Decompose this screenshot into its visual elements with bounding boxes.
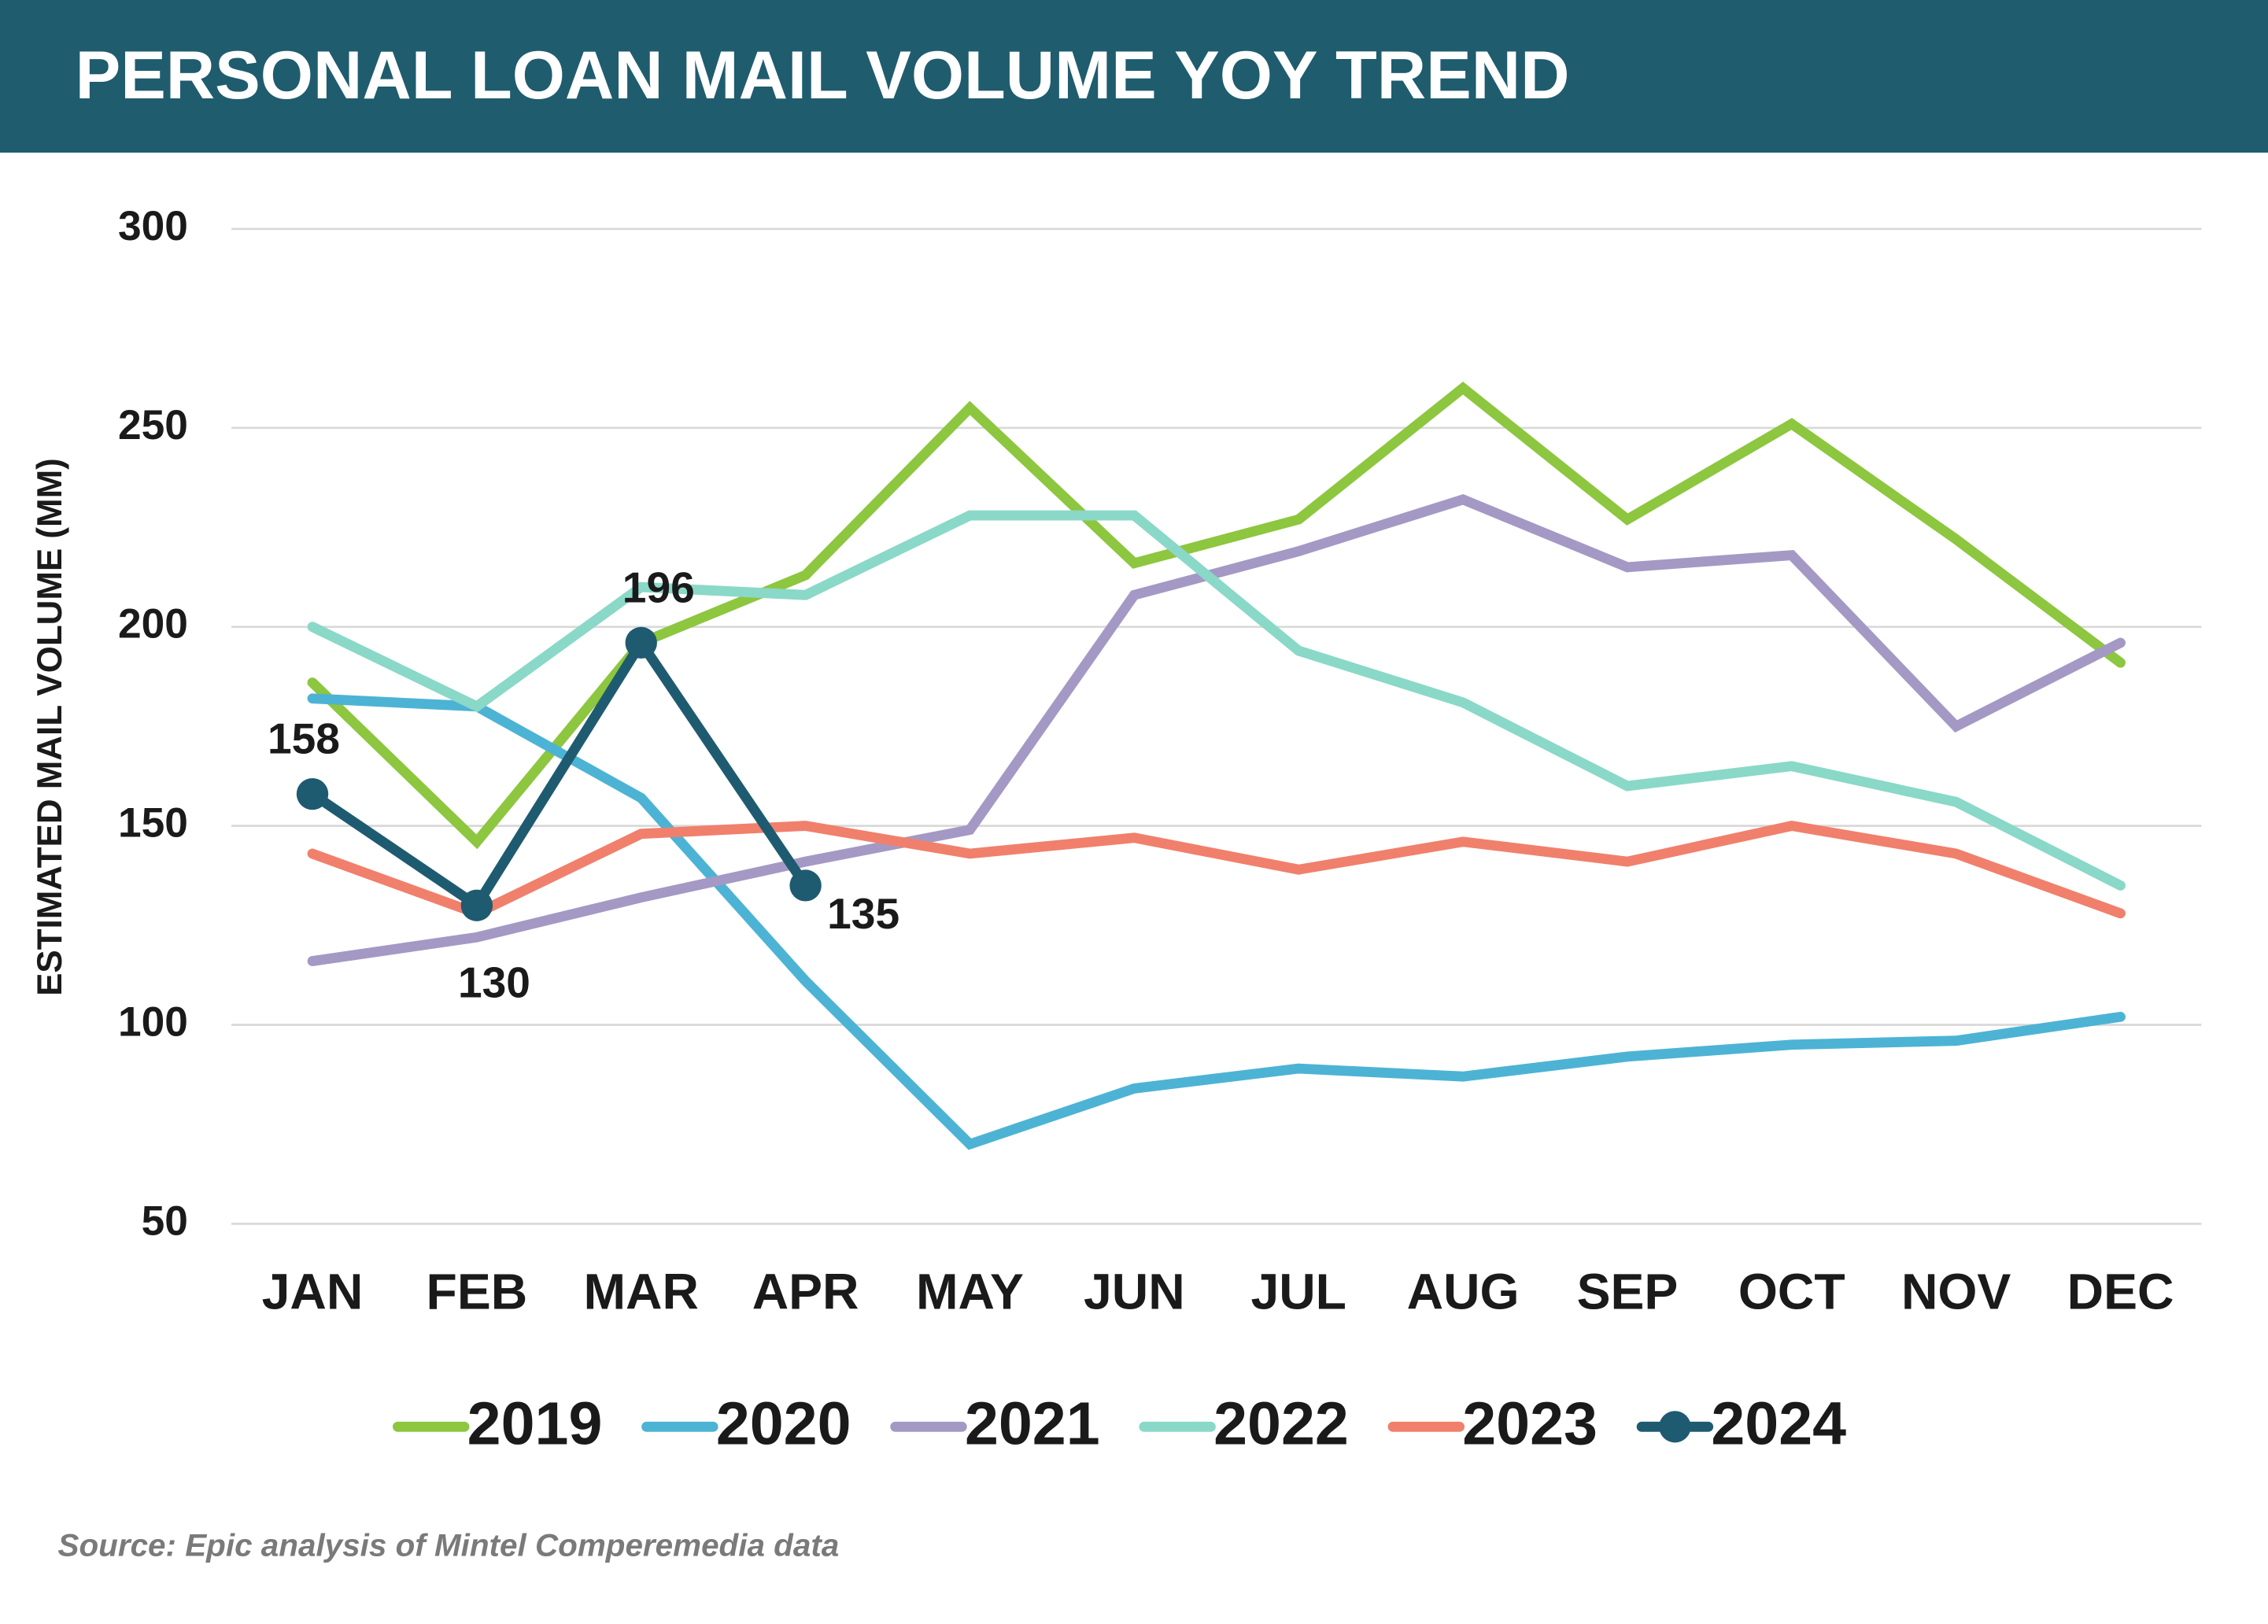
x-tick-label: MAR bbox=[583, 1264, 698, 1320]
legend-label: 2022 bbox=[1213, 1390, 1349, 1458]
data-label: 135 bbox=[827, 889, 899, 938]
x-tick-label: JUL bbox=[1250, 1264, 1346, 1320]
y-tick-label: 200 bbox=[118, 601, 188, 648]
legend-label: 2021 bbox=[965, 1390, 1100, 1458]
legend-marker bbox=[1659, 1411, 1691, 1443]
point-marker bbox=[625, 626, 657, 659]
legend-label: 2024 bbox=[1711, 1390, 1846, 1458]
series-line bbox=[307, 494, 2126, 966]
x-tick-label: DEC bbox=[2067, 1264, 2174, 1320]
title-band bbox=[0, 0, 2268, 153]
series-line bbox=[307, 633, 811, 913]
data-label: 158 bbox=[268, 714, 340, 763]
x-tick-label: MAY bbox=[916, 1264, 1024, 1320]
point-marker bbox=[789, 869, 822, 902]
y-axis-label: ESTIMATED MAIL VOLUME (MM) bbox=[31, 458, 69, 996]
x-tick-label: JUN bbox=[1084, 1264, 1185, 1320]
point-marker bbox=[296, 777, 329, 810]
x-tick-label: JAN bbox=[262, 1264, 364, 1320]
x-tick-label: NOV bbox=[1901, 1264, 2011, 1320]
source-note: Source: Epic analysis of Mintel Comperem… bbox=[58, 1527, 840, 1563]
y-tick-label: 300 bbox=[118, 203, 188, 249]
legend-label: 2020 bbox=[716, 1390, 851, 1458]
y-tick-label: 100 bbox=[118, 999, 188, 1046]
series-line bbox=[307, 821, 2126, 919]
x-tick-label: APR bbox=[752, 1264, 859, 1320]
legend-label: 2019 bbox=[467, 1390, 603, 1458]
x-tick-label: SEP bbox=[1577, 1264, 1679, 1320]
y-tick-label: 250 bbox=[118, 402, 188, 448]
chart-title: PERSONAL LOAN MAIL VOLUME YOY TREND bbox=[76, 38, 1570, 113]
data-label: 130 bbox=[458, 958, 530, 1007]
data-label: 196 bbox=[622, 563, 695, 612]
y-tick-label: 150 bbox=[118, 800, 188, 847]
x-tick-label: OCT bbox=[1738, 1264, 1845, 1320]
y-tick-label: 50 bbox=[142, 1198, 188, 1244]
series-line bbox=[307, 510, 2126, 891]
point-marker bbox=[460, 889, 493, 921]
x-tick-label: AUG bbox=[1407, 1264, 1520, 1320]
legend-label: 2023 bbox=[1462, 1390, 1598, 1458]
series-line bbox=[307, 382, 2126, 850]
series-line bbox=[307, 693, 2126, 1150]
x-tick-label: FEB bbox=[427, 1264, 528, 1320]
